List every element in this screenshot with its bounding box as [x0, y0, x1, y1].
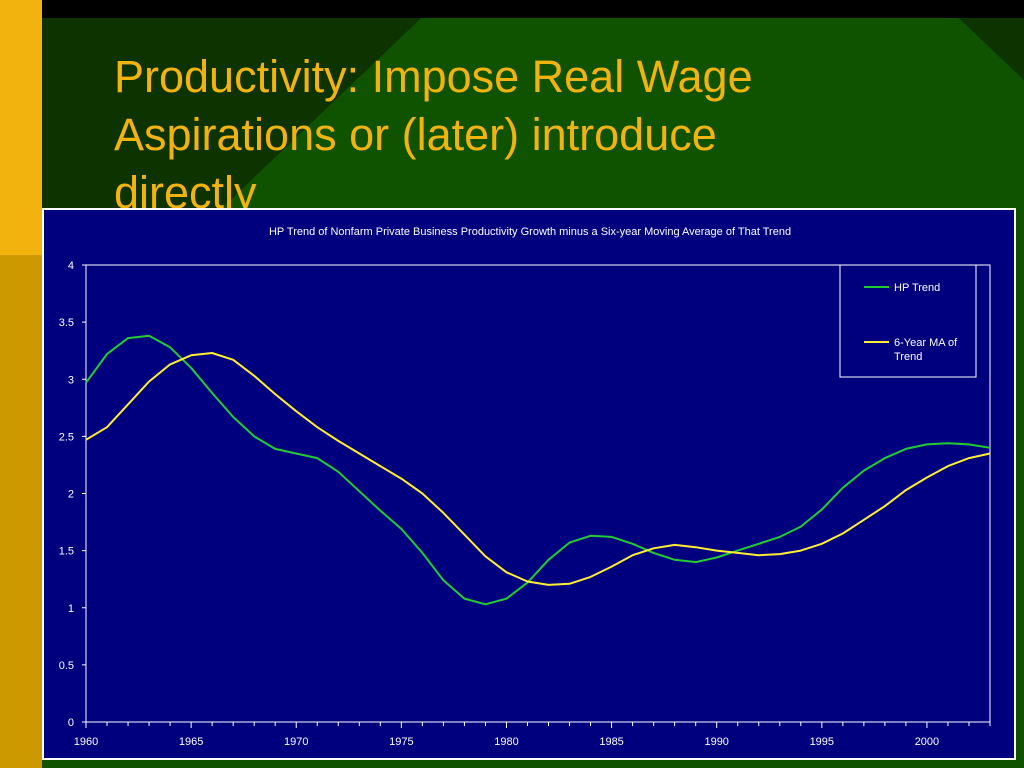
x-tick-label: 2000 [915, 736, 939, 748]
y-tick-label: 2 [68, 489, 74, 501]
y-tick-label: 3.5 [59, 317, 74, 329]
x-tick-label: 1975 [389, 736, 413, 748]
x-tick-label: 1970 [284, 736, 308, 748]
plot-area [85, 264, 991, 723]
slide-title-line-1: Productivity: Impose Real Wage [114, 51, 753, 102]
left-yellow-band [0, 0, 42, 255]
chart-title: HP Trend of Nonfarm Private Business Pro… [269, 226, 791, 238]
legend-label-2: Trend [894, 351, 922, 363]
y-tick-label: 1.5 [59, 546, 74, 558]
top-right-dark-wedge [940, 0, 1024, 80]
y-axis: 0 0.5 1 1.5 2 2.5 3 3.5 4 [59, 260, 86, 729]
chart-container: HP Trend of Nonfarm Private Business Pro… [42, 208, 1016, 760]
legend-box [839, 264, 977, 378]
series-layer [85, 334, 991, 606]
slide-title-line-2: Aspirations or (later) introduce [114, 109, 717, 160]
x-tick-label: 1965 [179, 736, 203, 748]
y-tick-label: 1 [68, 603, 74, 615]
x-tick-label: 1960 [74, 736, 98, 748]
left-gold-band [0, 255, 42, 768]
y-tick-label: 2.5 [59, 431, 74, 443]
x-axis: 1960 1965 1970 1975 1980 1985 1990 1995 2000 [74, 722, 991, 748]
x-tick-label: 1980 [494, 736, 518, 748]
y-tick-label: 0.5 [59, 660, 74, 672]
series-line-1 [85, 334, 991, 606]
slide-title: Productivity: Impose Real Wage Aspiratio… [114, 48, 994, 222]
y-tick-label: 4 [68, 260, 74, 272]
line-chart: HP Trend of Nonfarm Private Business Pro… [59, 226, 991, 748]
legend-label-1: HP Trend [894, 282, 940, 294]
x-tick-label: 1990 [704, 736, 728, 748]
y-tick-label: 0 [68, 717, 74, 729]
legend: HP Trend 6-Year MA of Trend [839, 264, 977, 378]
legend-label-2: 6-Year MA of [894, 337, 958, 349]
x-tick-label: 1995 [810, 736, 834, 748]
top-black-strip [0, 0, 1024, 18]
series-line-2 [85, 352, 991, 586]
x-tick-label: 1985 [599, 736, 623, 748]
y-tick-label: 3 [68, 374, 74, 386]
